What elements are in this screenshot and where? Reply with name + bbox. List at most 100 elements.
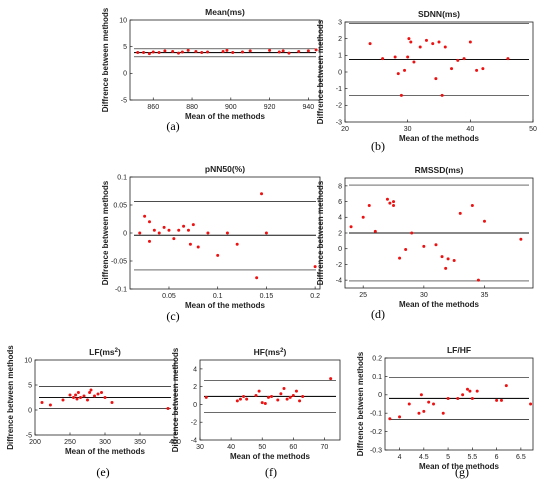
y-tick-label: 5	[123, 44, 127, 51]
data-point	[138, 231, 142, 235]
y-tick-label: -2	[191, 420, 197, 427]
plot-frame	[199, 359, 341, 441]
x-tick-label: 30	[404, 126, 412, 133]
chart-panel-c: 0.05 0.1 0.15 0.2 -0.1 -0.05 0 0.05 0.1 pNN50(%) M…	[101, 164, 321, 323]
x-tick-label: 5.5	[467, 454, 477, 461]
data-point	[519, 237, 523, 241]
data-point	[163, 49, 167, 53]
x-tick-label: 940	[303, 104, 315, 111]
y-tick-label: -0.1	[370, 411, 382, 418]
data-point	[367, 204, 371, 207]
x-tick-label: 0.05	[162, 293, 176, 300]
data-point	[407, 402, 411, 406]
chart-panel-f: 30 40 50 60 70 -4 -2 0 2 4 HF(ms2) Mean of the meth…	[171, 347, 341, 479]
data-point	[89, 388, 93, 392]
data-point	[235, 242, 239, 246]
x-tick-label: 60	[289, 444, 297, 451]
data-point	[440, 93, 444, 97]
data-point	[529, 402, 533, 406]
data-point	[136, 51, 140, 55]
data-point	[186, 228, 190, 232]
data-point	[282, 386, 286, 390]
data-point	[422, 409, 426, 413]
y-tick-label: 2	[338, 230, 342, 237]
data-point	[424, 38, 428, 42]
data-point	[142, 51, 146, 55]
data-point	[260, 401, 264, 405]
data-point	[200, 51, 204, 55]
data-point	[409, 40, 413, 44]
y-tick-label: 8	[338, 183, 342, 190]
y-axis-label: Diffrence between methods	[316, 19, 325, 124]
y-tick-label: 0	[378, 392, 382, 399]
chart-panel-a: 860 880 900 920 940 -5 0 5 10 Mean(ms) Mean of the…	[101, 7, 321, 133]
data-point	[412, 60, 416, 64]
plot-frame	[344, 21, 534, 123]
data-point	[279, 392, 283, 396]
data-point	[441, 411, 445, 415]
y-tick-label: 0	[193, 402, 197, 409]
data-point	[468, 40, 472, 44]
y-tick-label: -0.2	[370, 429, 382, 436]
y-tick-label: 0	[28, 407, 32, 414]
y-tick-label: -4	[191, 437, 197, 444]
x-tick-label: 880	[186, 104, 198, 111]
x-axis-label: Mean of the methods	[65, 447, 146, 456]
chart_data.6-title: LF/HF	[447, 345, 471, 355]
data-point	[188, 242, 192, 246]
y-tick-label: 0	[123, 230, 127, 237]
data-point	[403, 68, 407, 72]
data-point	[481, 67, 485, 71]
y-tick-label: -4	[336, 278, 342, 285]
data-point	[248, 49, 252, 53]
y-tick-label: 2	[193, 384, 197, 391]
data-point	[437, 40, 441, 44]
data-point	[225, 231, 229, 235]
data-point	[74, 393, 78, 397]
data-point	[468, 389, 472, 393]
data-point	[373, 229, 377, 233]
data-point	[238, 397, 242, 401]
data-point	[79, 396, 82, 399]
data-point	[361, 215, 365, 219]
data-point	[206, 50, 210, 54]
x-tick-label: 5	[446, 454, 450, 461]
data-point	[388, 201, 392, 205]
data-point	[48, 403, 52, 407]
x-tick-label: 35	[481, 292, 489, 299]
data-point	[422, 244, 426, 248]
data-point	[235, 399, 239, 403]
y-axis-label: Diffrence between methods	[6, 345, 15, 450]
data-point	[88, 391, 92, 394]
data-point	[470, 396, 474, 400]
data-point	[294, 389, 298, 393]
chart-panel-b: 20 30 40 50 -3 -2 -1 0 1 2 3 SDNN(ms) Mean of the me…	[316, 9, 537, 153]
y-axis-label: Diffrence between methods	[101, 180, 110, 285]
data-point	[440, 255, 444, 259]
data-point	[385, 197, 389, 201]
y-tick-label: 0	[338, 246, 342, 253]
data-point	[176, 51, 180, 55]
data-point	[458, 211, 462, 215]
data-point	[404, 248, 408, 251]
data-point	[147, 239, 151, 243]
data-point	[287, 51, 291, 55]
y-tick-label: -5	[26, 432, 32, 439]
data-point	[225, 48, 229, 52]
data-point	[301, 394, 305, 398]
y-tick-label: 2	[338, 36, 342, 43]
data-point	[465, 387, 469, 391]
chart-panel-g: 4 4.5 5 5.5 6 6.5 -0.3 -0.2 -0.1 0 0.1 0.2 LF/HF Mean…	[356, 345, 534, 479]
data-point	[398, 256, 402, 260]
panel-label: (b)	[371, 139, 385, 153]
y-axis-label: Diffrence between methods	[356, 351, 365, 456]
data-point	[216, 253, 220, 257]
y-tick-label: 5	[28, 382, 32, 389]
data-point	[368, 42, 372, 46]
y-tick-label: 0	[338, 69, 342, 76]
chart_data.4-title: LF(ms2)	[89, 347, 121, 357]
data-point	[191, 223, 195, 227]
data-point	[407, 37, 411, 41]
data-point	[264, 231, 268, 235]
